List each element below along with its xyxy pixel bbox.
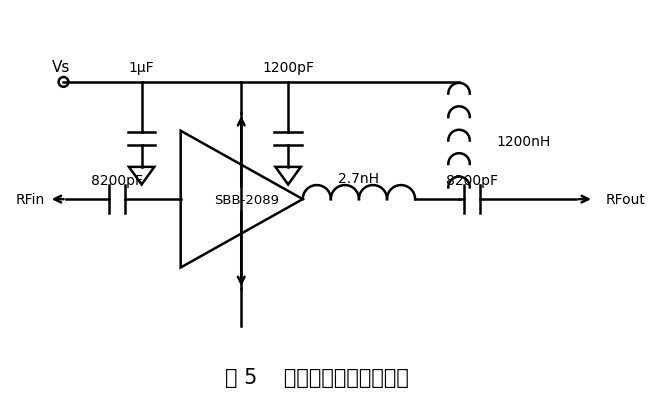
- Text: RFin: RFin: [16, 193, 45, 207]
- Text: 2.7nH: 2.7nH: [339, 171, 380, 185]
- Text: Vs: Vs: [53, 60, 71, 74]
- Text: RFout: RFout: [606, 193, 645, 207]
- Text: 8200pF: 8200pF: [446, 173, 498, 187]
- Text: 1μF: 1μF: [129, 61, 155, 75]
- Text: 8200pF: 8200pF: [91, 173, 143, 187]
- Text: 1200pF: 1200pF: [262, 61, 314, 75]
- Text: 图 5    射频发射功率放大电路: 图 5 射频发射功率放大电路: [226, 367, 410, 387]
- Text: SBB-2089: SBB-2089: [214, 193, 279, 206]
- Text: 1200nH: 1200nH: [496, 134, 551, 148]
